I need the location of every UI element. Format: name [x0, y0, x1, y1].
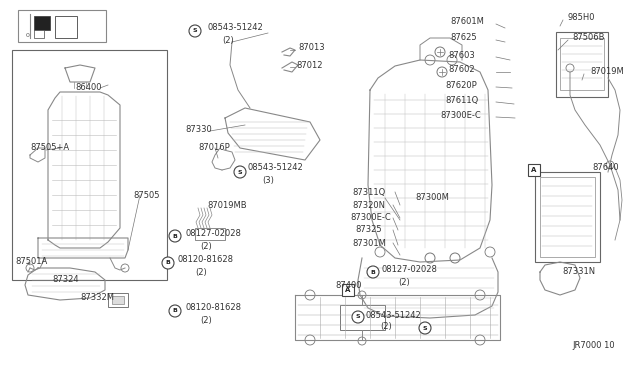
Text: 08127-02028: 08127-02028	[382, 266, 438, 275]
Text: 87505+A: 87505+A	[30, 144, 69, 153]
Text: 86400: 86400	[75, 83, 102, 93]
Text: (2): (2)	[222, 35, 234, 45]
Circle shape	[450, 253, 460, 263]
Text: 87013: 87013	[298, 44, 324, 52]
Circle shape	[162, 257, 174, 269]
Text: A: A	[531, 167, 537, 173]
Text: 87311Q: 87311Q	[352, 187, 385, 196]
Text: 08543-51242: 08543-51242	[248, 164, 304, 173]
Circle shape	[425, 55, 435, 65]
Circle shape	[606, 161, 614, 169]
Text: 87601M: 87601M	[450, 17, 484, 26]
Text: 87625: 87625	[450, 33, 477, 42]
Circle shape	[358, 337, 366, 345]
Text: 87603: 87603	[448, 51, 475, 60]
Circle shape	[419, 322, 431, 334]
Bar	[34, 16, 50, 30]
Circle shape	[447, 55, 457, 65]
Text: 87400: 87400	[335, 280, 362, 289]
Text: (2): (2)	[200, 241, 212, 250]
Circle shape	[352, 311, 364, 323]
Text: 87620P: 87620P	[445, 80, 477, 90]
Circle shape	[234, 166, 246, 178]
Text: 08543-51242: 08543-51242	[365, 311, 420, 320]
Text: 87505: 87505	[133, 190, 159, 199]
Text: B: B	[173, 308, 177, 314]
Text: S: S	[356, 314, 360, 320]
Circle shape	[437, 67, 447, 77]
Text: 08120-81628: 08120-81628	[185, 304, 241, 312]
Text: B: B	[173, 234, 177, 238]
Circle shape	[566, 64, 574, 72]
Text: 87611Q: 87611Q	[445, 96, 478, 105]
Text: JR7000 10: JR7000 10	[572, 340, 614, 350]
Text: 87300E-C: 87300E-C	[350, 214, 391, 222]
Text: 08543-51242: 08543-51242	[208, 23, 264, 32]
Circle shape	[475, 335, 485, 345]
Text: B: B	[166, 260, 170, 266]
Text: 87501A: 87501A	[15, 257, 47, 266]
Bar	[540, 177, 595, 257]
Text: 87330: 87330	[185, 125, 212, 135]
Bar	[340, 305, 385, 330]
Text: 87320N: 87320N	[352, 201, 385, 209]
Text: 87301M: 87301M	[352, 238, 386, 247]
Circle shape	[425, 253, 435, 263]
Text: (2): (2)	[398, 278, 410, 286]
Bar	[18, 10, 106, 42]
Text: 87324: 87324	[52, 276, 79, 285]
Bar	[34, 30, 44, 38]
Text: (3): (3)	[262, 176, 274, 185]
Circle shape	[435, 47, 445, 57]
Text: 985H0: 985H0	[567, 13, 595, 22]
Text: 0: 0	[26, 33, 30, 38]
Bar	[195, 228, 225, 240]
Bar	[55, 16, 77, 38]
Text: 87300M: 87300M	[415, 193, 449, 202]
Text: B: B	[371, 269, 376, 275]
Text: S: S	[237, 170, 243, 174]
Text: A: A	[346, 287, 351, 293]
Text: 87016P: 87016P	[198, 144, 230, 153]
Circle shape	[485, 247, 495, 257]
Bar	[112, 296, 124, 304]
Text: 87300E-C: 87300E-C	[440, 110, 481, 119]
Text: 87019M: 87019M	[590, 67, 624, 77]
Text: S: S	[422, 326, 428, 330]
Bar	[12, 50, 167, 280]
Bar	[528, 164, 540, 176]
Circle shape	[305, 290, 315, 300]
Text: 87602: 87602	[448, 65, 475, 74]
Text: 87332M: 87332M	[80, 294, 114, 302]
Text: 87331N: 87331N	[562, 267, 595, 276]
Circle shape	[367, 266, 379, 278]
Text: 87506B: 87506B	[572, 33, 605, 42]
Circle shape	[189, 25, 201, 37]
Text: S: S	[193, 29, 197, 33]
Bar	[535, 172, 600, 262]
Circle shape	[358, 291, 366, 299]
Text: 87012: 87012	[296, 61, 323, 70]
Bar	[556, 32, 608, 97]
Bar	[342, 284, 354, 296]
Text: (2): (2)	[200, 315, 212, 324]
Text: 87640: 87640	[592, 164, 619, 173]
Circle shape	[121, 264, 129, 272]
Circle shape	[169, 230, 181, 242]
Text: (2): (2)	[195, 267, 207, 276]
Circle shape	[475, 290, 485, 300]
Text: 87325: 87325	[355, 225, 381, 234]
Text: 08127-02028: 08127-02028	[185, 228, 241, 237]
Circle shape	[375, 247, 385, 257]
Text: (2): (2)	[380, 323, 392, 331]
Circle shape	[305, 335, 315, 345]
Bar	[108, 293, 128, 307]
Bar	[560, 38, 604, 90]
Text: 87019MB: 87019MB	[207, 201, 246, 209]
Text: 08120-81628: 08120-81628	[178, 256, 234, 264]
Circle shape	[26, 264, 34, 272]
Circle shape	[169, 305, 181, 317]
